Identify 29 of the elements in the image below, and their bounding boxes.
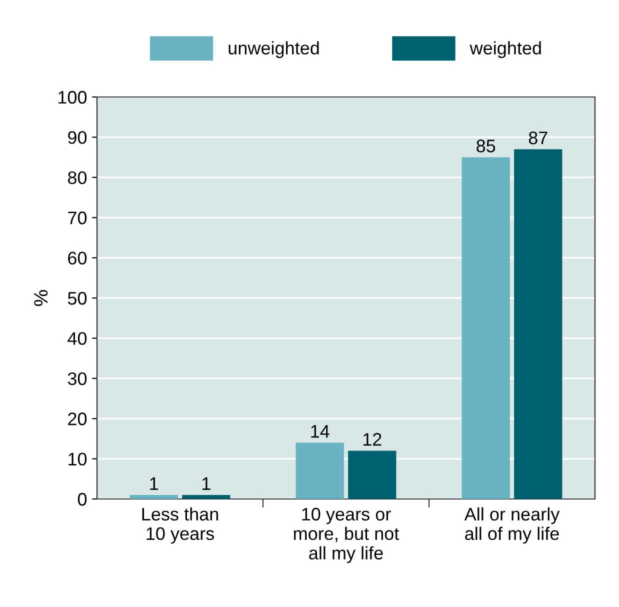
bar	[348, 450, 396, 499]
y-tick-label: 40	[68, 332, 87, 345]
y-tick-label: 100	[58, 90, 87, 104]
y-axis-title: %	[34, 290, 48, 306]
legend-label: weighted	[470, 41, 541, 58]
y-tick-label: 0	[78, 492, 87, 506]
y-tick-label: 60	[68, 252, 87, 265]
y-tick-label: 90	[68, 131, 87, 144]
data-label: 14	[311, 425, 330, 438]
data-label: 1	[150, 477, 158, 490]
y-tick-label: 70	[68, 212, 87, 224]
x-tick-label: Less than 10 years	[142, 507, 218, 544]
y-tick-label: 10	[68, 452, 87, 466]
bar	[182, 494, 230, 499]
x-tick-label: All or nearly all of my life	[464, 507, 560, 544]
bar	[514, 149, 562, 499]
data-label: 12	[363, 433, 382, 446]
y-tick-label: 80	[68, 171, 87, 184]
x-tick-label: 10 years or more, but not all my life	[294, 508, 400, 564]
bar	[296, 442, 344, 499]
y-tick-label: 50	[68, 292, 87, 305]
data-label: 87	[528, 132, 548, 144]
bar	[462, 157, 510, 499]
y-tick-label: 30	[68, 372, 87, 386]
data-label: 85	[476, 140, 496, 152]
legend-label: unweighted	[228, 41, 319, 58]
bar	[130, 494, 178, 499]
y-tick-label: 20	[68, 412, 87, 426]
data-label: 1	[202, 477, 210, 490]
